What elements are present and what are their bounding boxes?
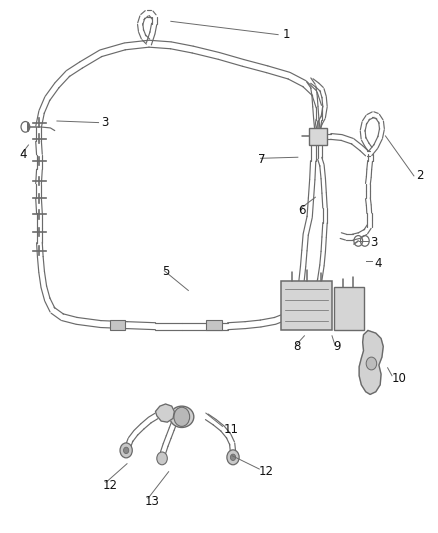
Text: 5: 5: [162, 265, 170, 278]
Text: 4: 4: [374, 257, 382, 270]
Circle shape: [120, 443, 132, 458]
Text: 13: 13: [145, 495, 159, 507]
Bar: [110, 320, 125, 330]
Circle shape: [366, 357, 377, 370]
Text: 12: 12: [258, 465, 273, 478]
Bar: [206, 320, 222, 330]
Circle shape: [230, 454, 236, 461]
Text: 11: 11: [223, 423, 238, 435]
Text: 12: 12: [103, 479, 118, 491]
Text: 7: 7: [258, 154, 266, 166]
Text: 9: 9: [333, 340, 340, 353]
Text: 6: 6: [298, 204, 305, 217]
Text: 8: 8: [293, 340, 301, 353]
Circle shape: [174, 407, 190, 426]
Circle shape: [227, 450, 239, 465]
Bar: [281, 281, 332, 330]
Polygon shape: [155, 404, 174, 422]
Bar: [309, 128, 327, 145]
Text: 10: 10: [392, 372, 407, 385]
Text: 1: 1: [283, 28, 290, 41]
Ellipse shape: [170, 406, 194, 427]
Bar: [334, 287, 364, 330]
Circle shape: [124, 447, 129, 454]
Polygon shape: [359, 330, 383, 394]
Text: 3: 3: [101, 116, 108, 129]
Text: 3: 3: [370, 236, 378, 249]
Text: 4: 4: [20, 148, 27, 161]
Text: 2: 2: [416, 169, 424, 182]
Circle shape: [157, 452, 167, 465]
